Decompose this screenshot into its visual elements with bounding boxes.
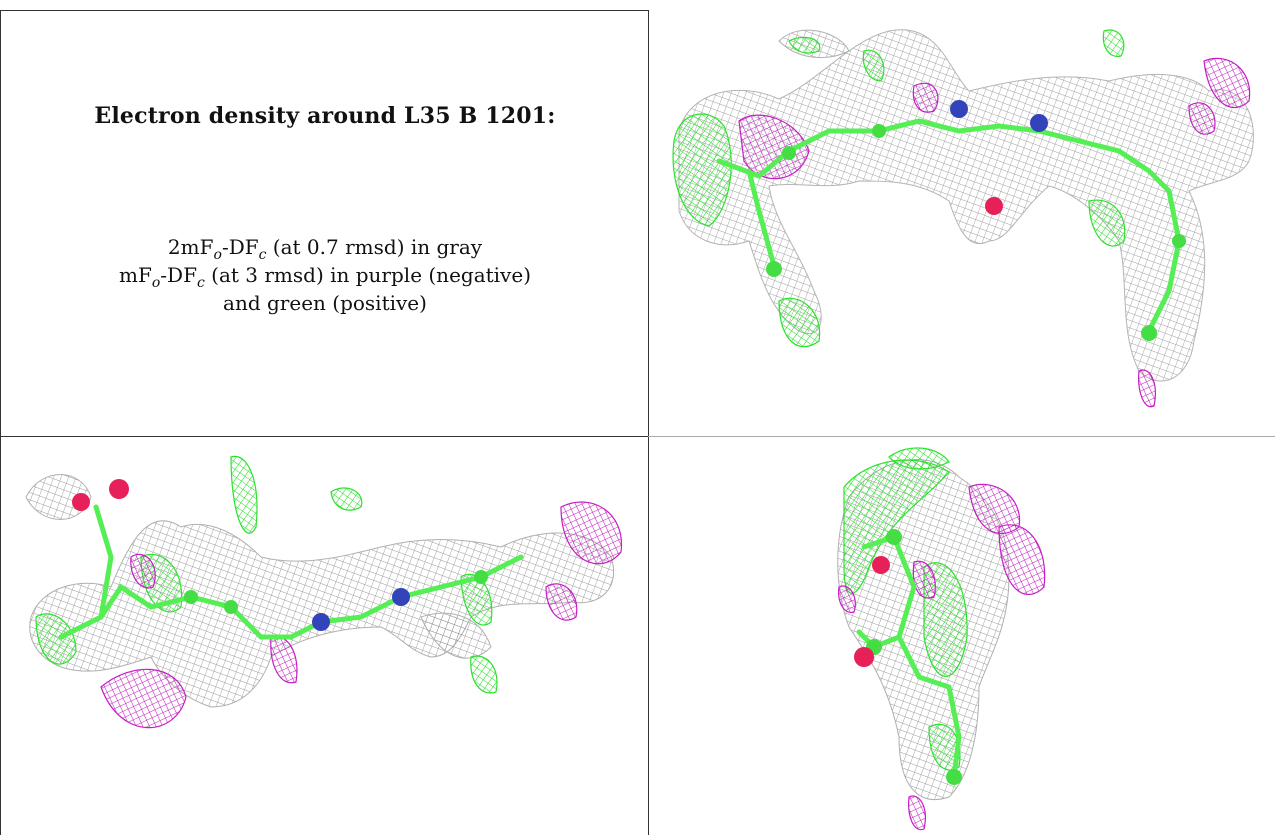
density-render-view-3 (837, 447, 1046, 831)
caption-line-3: and green (positive) (223, 291, 427, 315)
table-border-left (0, 10, 1, 835)
density-panel-bottom-right (649, 437, 1275, 835)
caption-cell: Electron density around L35 B 1201: 2mFo… (1, 11, 648, 436)
ligand-stick-model (716, 118, 1182, 334)
table-divider-horizontal (0, 436, 648, 437)
gray-mesh-envelope (678, 29, 1254, 382)
positive-density-green (35, 613, 77, 665)
ligand-stick-model (861, 533, 962, 780)
density-render-view-2 (25, 455, 623, 729)
density-panel-top-right (649, 11, 1275, 436)
density-render-view-1 (672, 29, 1254, 408)
caption-title: Electron density around L35 B 1201: (94, 103, 556, 129)
table-border-top (0, 10, 648, 11)
table-divider-horizontal-right (648, 436, 1275, 437)
table-divider-vertical (648, 10, 649, 835)
density-panel-bottom-left (1, 437, 648, 835)
caption-line-2: mFo-DFc (at 3 rmsd) in purple (negative) (119, 263, 531, 291)
negative-density-purple (100, 668, 187, 729)
ligand-stick-model (58, 554, 524, 640)
caption-line-1: 2mFo-DFc (at 0.7 rmsd) in gray (167, 235, 483, 263)
positive-density-green (672, 113, 732, 227)
